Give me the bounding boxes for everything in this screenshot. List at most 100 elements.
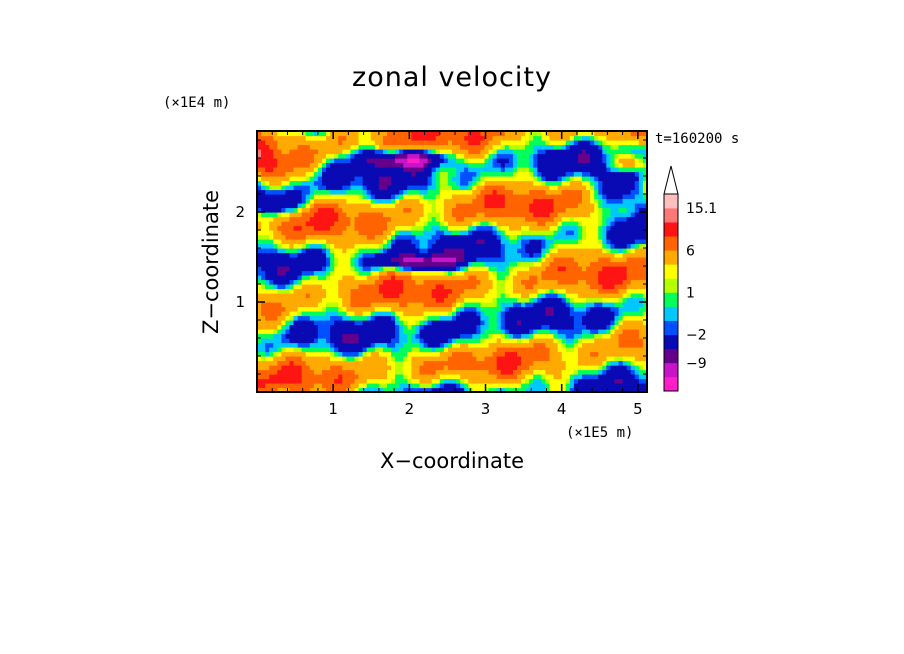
heatmap-cell bbox=[358, 140, 364, 146]
heatmap-cell bbox=[261, 261, 266, 267]
heatmap-cell bbox=[460, 378, 465, 384]
heatmap-cell bbox=[496, 333, 502, 339]
heatmap-cell bbox=[594, 378, 599, 384]
heatmap-cell bbox=[557, 239, 563, 245]
heatmap-cell bbox=[586, 239, 591, 245]
heatmap-cell bbox=[533, 225, 538, 231]
heatmap-cell bbox=[342, 329, 347, 335]
heatmap-cell bbox=[395, 333, 400, 339]
heatmap-cell bbox=[326, 149, 331, 155]
heatmap-cell bbox=[472, 333, 477, 339]
heatmap-cell bbox=[582, 230, 587, 236]
heatmap-cell bbox=[549, 270, 555, 276]
heatmap-cell bbox=[366, 149, 372, 155]
heatmap-cell bbox=[261, 158, 266, 164]
heatmap-cell bbox=[366, 279, 372, 285]
heatmap-cell bbox=[598, 356, 603, 362]
heatmap-cell bbox=[419, 212, 425, 218]
heatmap-cell bbox=[565, 158, 571, 164]
heatmap-cell bbox=[577, 279, 583, 285]
heatmap-cell bbox=[334, 185, 339, 191]
heatmap-cell bbox=[257, 167, 262, 173]
heatmap-cell bbox=[350, 207, 356, 213]
heatmap-cell bbox=[464, 198, 469, 204]
heatmap-cell bbox=[476, 324, 482, 330]
heatmap-cell bbox=[545, 239, 551, 245]
heatmap-cell bbox=[545, 248, 551, 254]
heatmap-cell bbox=[354, 140, 360, 146]
heatmap-cell bbox=[594, 180, 599, 186]
heatmap-cell bbox=[391, 176, 396, 182]
heatmap-cell bbox=[366, 369, 372, 375]
heatmap-cell bbox=[476, 212, 482, 218]
heatmap-cell bbox=[492, 315, 498, 321]
heatmap-cell bbox=[541, 135, 547, 141]
heatmap-cell bbox=[419, 288, 425, 294]
heatmap-cell bbox=[382, 243, 388, 249]
heatmap-cell bbox=[537, 230, 542, 236]
heatmap-cell bbox=[350, 284, 356, 290]
heatmap-cell bbox=[415, 279, 421, 285]
heatmap-cell bbox=[557, 279, 563, 285]
heatmap-cell bbox=[561, 302, 567, 308]
heatmap-cell bbox=[594, 311, 599, 317]
heatmap-cell bbox=[305, 230, 311, 236]
heatmap-cell bbox=[586, 306, 591, 312]
heatmap-cell bbox=[285, 149, 291, 155]
heatmap-cell bbox=[374, 194, 380, 200]
heatmap-cell bbox=[533, 185, 538, 191]
heatmap-cell bbox=[293, 185, 299, 191]
heatmap-cell bbox=[399, 239, 404, 245]
heatmap-cell bbox=[358, 270, 364, 276]
heatmap-cell bbox=[342, 131, 347, 137]
heatmap-cell bbox=[330, 234, 335, 240]
heatmap-cell bbox=[289, 293, 295, 299]
heatmap-cell bbox=[261, 306, 266, 312]
heatmap-cell bbox=[261, 347, 266, 353]
heatmap-cell bbox=[281, 288, 287, 294]
heatmap-cell bbox=[521, 275, 526, 281]
heatmap-cell bbox=[472, 194, 477, 200]
heatmap-cell bbox=[301, 270, 307, 276]
heatmap-cell bbox=[545, 225, 551, 231]
heatmap-cell bbox=[289, 356, 295, 362]
heatmap-cell bbox=[403, 306, 408, 312]
heatmap-cell bbox=[472, 239, 477, 245]
heatmap-cell bbox=[565, 329, 571, 335]
heatmap-cell bbox=[378, 149, 384, 155]
heatmap-cell bbox=[480, 275, 486, 281]
heatmap-cell bbox=[293, 230, 299, 236]
heatmap-cell bbox=[521, 171, 526, 177]
heatmap-cell bbox=[492, 180, 498, 186]
heatmap-cell bbox=[598, 207, 603, 213]
heatmap-cell bbox=[330, 324, 335, 330]
heatmap-cell bbox=[545, 279, 551, 285]
heatmap-cell bbox=[273, 311, 278, 317]
heatmap-cell bbox=[378, 306, 384, 312]
heatmap-cell bbox=[391, 216, 396, 222]
heatmap-cell bbox=[387, 149, 392, 155]
heatmap-cell bbox=[427, 329, 433, 335]
heatmap-cell bbox=[427, 257, 433, 263]
heatmap-cell bbox=[484, 185, 490, 191]
heatmap-cell bbox=[293, 288, 299, 294]
heatmap-cell bbox=[460, 162, 465, 168]
heatmap-cell bbox=[395, 185, 400, 191]
heatmap-cell bbox=[330, 266, 335, 272]
heatmap-cell bbox=[484, 387, 490, 392]
heatmap-cell bbox=[447, 360, 453, 366]
heatmap-cell bbox=[374, 387, 380, 392]
heatmap-cell bbox=[602, 324, 607, 330]
heatmap-cell bbox=[277, 153, 282, 159]
heatmap-cell bbox=[561, 153, 567, 159]
heatmap-cell bbox=[362, 270, 368, 276]
heatmap-cell bbox=[431, 135, 437, 141]
heatmap-cell bbox=[309, 365, 315, 371]
heatmap-cell bbox=[537, 279, 542, 285]
heatmap-cell bbox=[342, 185, 347, 191]
heatmap-cell bbox=[261, 378, 266, 384]
heatmap-cell bbox=[557, 243, 563, 249]
heatmap-cell bbox=[577, 365, 583, 371]
heatmap-cell bbox=[427, 279, 433, 285]
heatmap-cell bbox=[521, 347, 526, 353]
